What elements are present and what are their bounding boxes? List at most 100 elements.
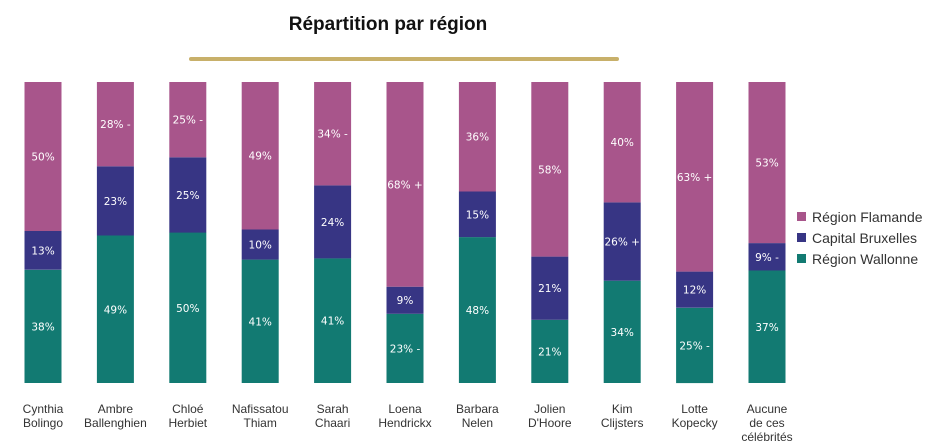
data-label: 9% (397, 295, 414, 307)
data-label: 25% (176, 190, 199, 202)
bar-segment (241, 229, 279, 260)
category-label-line: Chaari (314, 416, 351, 430)
bar-segment (603, 280, 641, 383)
legend-label: Région Wallonne (812, 250, 919, 267)
data-label: 37% (755, 322, 778, 334)
category-label: Sarah Chaari (294, 402, 372, 430)
category-label-line: Lotte (681, 402, 708, 416)
legend-label: Région Flamande (812, 208, 923, 225)
data-label: 23% - (390, 343, 421, 355)
category-label-line: Ballenghien (84, 416, 147, 430)
category-label: Nafissatou Thiam (221, 402, 299, 430)
data-label: 9% - (755, 252, 779, 264)
category-label: Jolien D'Hoore (511, 402, 589, 430)
bar-segment (748, 243, 786, 271)
data-label: 38% (31, 321, 54, 333)
category-label: Lotte Kopecky (656, 402, 734, 430)
legend-item: Région Flamande (797, 206, 923, 227)
data-label: 28% - (100, 119, 131, 131)
data-label: 68% + (387, 179, 422, 191)
category-label-line: Thiam (243, 416, 277, 430)
bar-segment (314, 82, 352, 186)
category-label-line: Chloé (172, 402, 204, 416)
data-label: 10% (249, 240, 272, 252)
category-label-line: de ces (749, 416, 785, 430)
chart-title: Répartition par région (288, 14, 488, 35)
data-label: 26% + (604, 237, 639, 249)
legend-label: Capital Bruxelles (812, 229, 918, 246)
bar-segment (748, 82, 786, 244)
bar-segment (96, 166, 134, 236)
category-label-line: Herbiet (168, 416, 208, 430)
bar-segment (386, 286, 424, 314)
bar-segment (314, 185, 352, 259)
data-label: 49% (249, 151, 272, 163)
category-label-line: Kim (611, 402, 633, 416)
data-label: 48% (466, 305, 489, 317)
data-label: 41% (249, 316, 272, 328)
category-label: Aucune de ces célébrités (728, 402, 806, 444)
bar-segment (603, 82, 641, 203)
bar-segment (241, 259, 279, 383)
category-label: Kim Clijsters (583, 402, 661, 430)
category-label: Cynthia Bolingo (4, 402, 82, 430)
category-label-line: Bolingo (22, 416, 64, 430)
bar-segment (169, 232, 207, 383)
bar-segment (531, 319, 569, 383)
bar-segment (314, 258, 352, 383)
data-label: 13% (31, 245, 54, 257)
category-label-line: Nafissatou (231, 402, 289, 416)
bar-segment (531, 256, 569, 320)
bar-segment (386, 313, 424, 383)
data-label: 40% (611, 137, 634, 149)
bar-segment (24, 82, 62, 231)
data-label: 24% (321, 217, 344, 229)
data-label: 21% (538, 346, 561, 358)
legend-swatch (797, 212, 806, 221)
data-label: 50% (176, 303, 199, 315)
data-label: 50% (31, 152, 54, 164)
bar-segment (676, 307, 714, 384)
category-label-line: Sarah (316, 402, 349, 416)
category-label-line: Hendrickx (378, 416, 432, 430)
data-label: 34% - (317, 129, 348, 141)
data-label: 58% (538, 164, 561, 176)
bar-segment (96, 235, 134, 383)
data-label: 53% (755, 158, 778, 170)
category-label-line: célébrités (741, 430, 793, 444)
data-label: 25% - (173, 115, 204, 127)
data-label: 36% (466, 132, 489, 144)
data-label: 21% (538, 283, 561, 295)
category-label-line: Nelen (461, 416, 494, 430)
bar-segment (96, 82, 134, 167)
data-label: 12% (683, 285, 706, 297)
legend-item: Région Wallonne (797, 248, 923, 269)
data-label: 15% (466, 209, 489, 221)
bar-segment (169, 157, 207, 233)
bar-segment (24, 231, 62, 270)
category-label: Barbara Nelen (438, 402, 516, 430)
data-label: 41% (321, 316, 344, 328)
category-label-line: Jolien (534, 402, 566, 416)
bar-segment (603, 202, 641, 281)
bar-segment (386, 82, 424, 287)
category-label: Chloé Herbiet (149, 402, 227, 430)
category-label-line: D'Hoore (527, 416, 572, 430)
bar-segment (241, 82, 279, 230)
title-underline (189, 57, 619, 61)
legend-item: Capital Bruxelles (797, 227, 923, 248)
bar-segment (169, 82, 207, 158)
category-label: Ambre Ballenghien (76, 402, 154, 430)
category-label-line: Loena (388, 402, 422, 416)
legend-swatch (797, 233, 806, 242)
category-label-line: Ambre (97, 402, 134, 416)
chart-legend: Région Flamande Capital Bruxelles Région W… (797, 206, 923, 269)
category-label-line: Aucune (746, 402, 788, 416)
data-label: 49% (104, 304, 127, 316)
category-label-line: Kopecky (671, 416, 718, 430)
bar-segment (531, 82, 569, 257)
category-label-line: Clijsters (600, 416, 644, 430)
bar-segment (458, 82, 496, 192)
legend-swatch (797, 254, 806, 263)
